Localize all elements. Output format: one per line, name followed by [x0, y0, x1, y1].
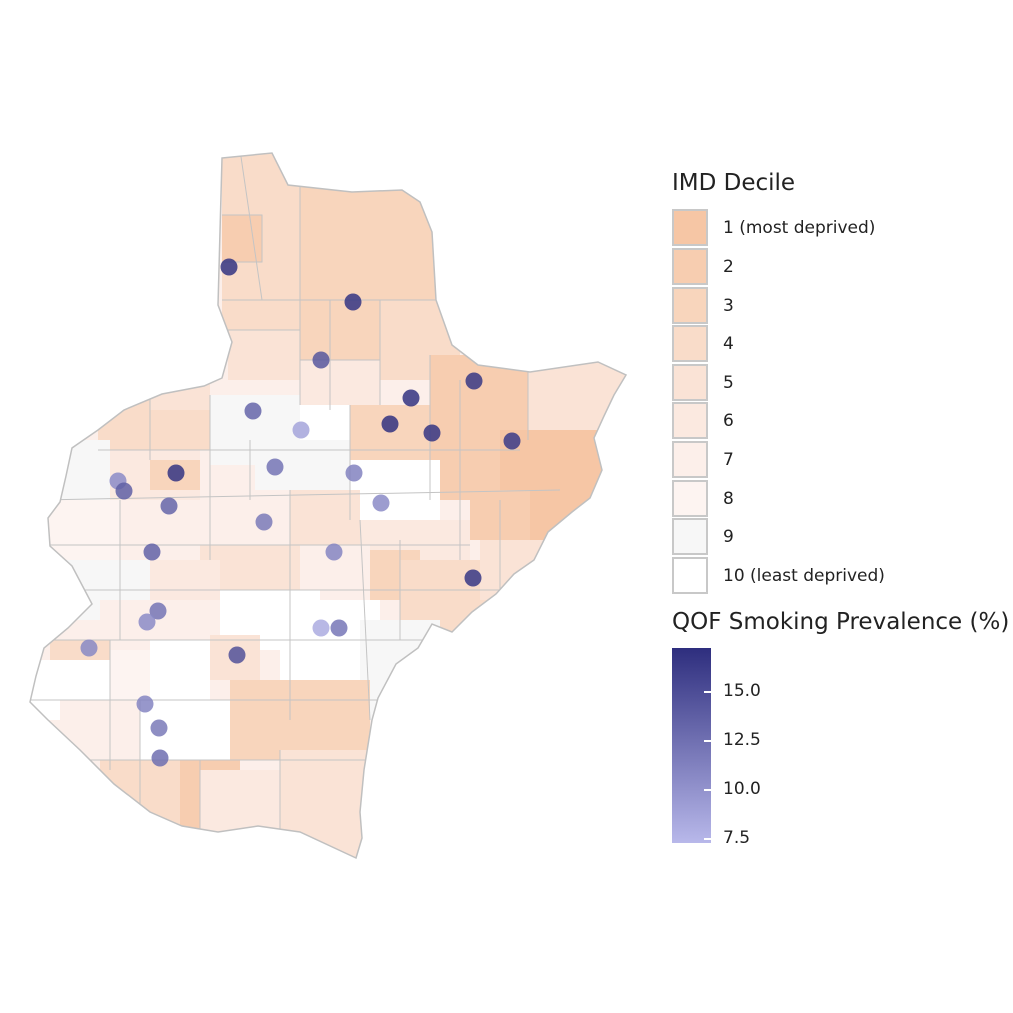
- colorbar-tick: [704, 789, 712, 791]
- imd-region: [290, 490, 360, 545]
- imd-region: [150, 640, 210, 700]
- imd-legend-title: IMD Decile: [672, 170, 796, 196]
- imd-region: [350, 460, 440, 520]
- practice-point: [136, 695, 154, 713]
- imd-label-8: 8: [723, 489, 734, 509]
- imd-swatch-5: [672, 364, 708, 401]
- practice-points: [80, 258, 521, 767]
- practice-point: [138, 613, 156, 631]
- practice-point: [312, 619, 330, 637]
- imd-region: [40, 500, 120, 570]
- imd-label-9: 9: [723, 527, 734, 547]
- imd-region: [300, 300, 380, 360]
- practice-point: [312, 351, 330, 369]
- imd-label-4: 4: [723, 334, 734, 354]
- imd-region: [200, 770, 280, 835]
- colorbar-tick: [704, 740, 712, 742]
- imd-region: [110, 650, 150, 700]
- imd-swatch-1: [672, 209, 708, 246]
- imd-region: [430, 440, 520, 500]
- smoking-colorbar: [672, 648, 711, 843]
- practice-point: [167, 464, 185, 482]
- practice-point: [344, 293, 362, 311]
- imd-label-10: 10 (least deprived): [723, 566, 885, 586]
- imd-region: [200, 545, 300, 590]
- practice-point: [228, 646, 246, 664]
- practice-point: [255, 513, 273, 531]
- practice-point: [266, 458, 284, 476]
- practice-point: [151, 749, 169, 767]
- imd-region: [140, 700, 250, 760]
- practice-point: [381, 415, 399, 433]
- practice-point: [503, 432, 521, 450]
- practice-point: [244, 402, 262, 420]
- colorbar-tick: [704, 838, 712, 840]
- practice-point: [292, 421, 310, 439]
- imd-swatch-10: [672, 557, 708, 594]
- imd-swatch-9: [672, 518, 708, 555]
- smoking-legend-title: QOF Smoking Prevalence (%): [672, 609, 1010, 635]
- practice-point: [150, 719, 168, 737]
- imd-label-2: 2: [723, 257, 734, 277]
- imd-label-3: 3: [723, 296, 734, 316]
- imd-swatch-7: [672, 441, 708, 478]
- region-boundaries: [30, 153, 561, 858]
- imd-swatch-2: [672, 248, 708, 285]
- imd-swatch-4: [672, 325, 708, 362]
- imd-label-6: 6: [723, 411, 734, 431]
- imd-region: [528, 355, 626, 440]
- colorbar-label-12-5: 12.5: [723, 730, 761, 750]
- imd-region: [280, 750, 380, 858]
- practice-point: [345, 464, 363, 482]
- practice-point: [372, 494, 390, 512]
- imd-label-1: 1 (most deprived): [723, 218, 876, 238]
- imd-region: [230, 680, 370, 760]
- practice-point: [325, 543, 343, 561]
- practice-point: [330, 619, 348, 637]
- imd-region: [300, 153, 450, 300]
- colorbar-label-7-5: 7.5: [723, 828, 751, 848]
- imd-region: [98, 400, 210, 450]
- colorbar-label-15: 15.0: [723, 681, 761, 701]
- colorbar-tick: [704, 691, 712, 693]
- imd-region: [228, 330, 300, 380]
- imd-swatch-3: [672, 287, 708, 324]
- imd-region: [300, 360, 380, 405]
- imd-region: [255, 440, 350, 490]
- imd-region: [300, 545, 370, 590]
- imd-label-5: 5: [723, 373, 734, 393]
- practice-point: [423, 424, 441, 442]
- imd-swatch-6: [672, 402, 708, 439]
- practice-point: [115, 482, 133, 500]
- imd-region: [430, 355, 528, 440]
- practice-point: [160, 497, 178, 515]
- practice-point: [402, 389, 420, 407]
- colorbar-label-10: 10.0: [723, 779, 761, 799]
- practice-point: [220, 258, 238, 276]
- practice-point: [143, 543, 161, 561]
- imd-swatch-8: [672, 480, 708, 517]
- imd-region: [200, 490, 290, 545]
- imd-region: [150, 560, 220, 600]
- imd-label-7: 7: [723, 450, 734, 470]
- practice-point: [465, 372, 483, 390]
- imd-region: [100, 600, 220, 640]
- practice-point: [80, 639, 98, 657]
- practice-point: [149, 602, 167, 620]
- practice-point: [464, 569, 482, 587]
- imd-region: [222, 215, 262, 262]
